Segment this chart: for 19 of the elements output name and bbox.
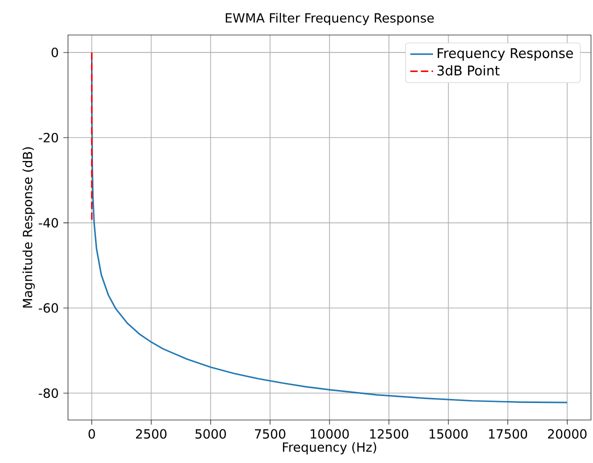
y-tick-label: -40 xyxy=(38,218,58,228)
x-tick-label: 5000 xyxy=(196,429,226,439)
x-tick-label: 12500 xyxy=(370,429,408,439)
x-tick-label: 20000 xyxy=(548,429,587,439)
y-tick-label: 0 xyxy=(52,48,58,58)
y-tick-label: -60 xyxy=(38,303,58,313)
x-tick-label: 0 xyxy=(88,429,95,439)
y-tick-label: -20 xyxy=(38,132,58,142)
chart-title: EWMA Filter Frequency Response xyxy=(226,12,434,26)
y-axis-title: Magnitude Response (dB) xyxy=(22,147,35,308)
x-tick-label: 17500 xyxy=(489,429,528,439)
x-tick-label: 10000 xyxy=(310,429,349,439)
legend-label: 3dB Point xyxy=(437,65,500,76)
x-axis-title: Frequency (Hz) xyxy=(282,442,376,454)
x-tick-label: 15000 xyxy=(430,429,468,439)
x-tick-label: 7500 xyxy=(254,429,286,439)
x-tick-label: 2500 xyxy=(136,429,166,439)
legend-label: Frequency Response xyxy=(438,48,573,61)
y-tick-label: -80 xyxy=(38,388,58,398)
